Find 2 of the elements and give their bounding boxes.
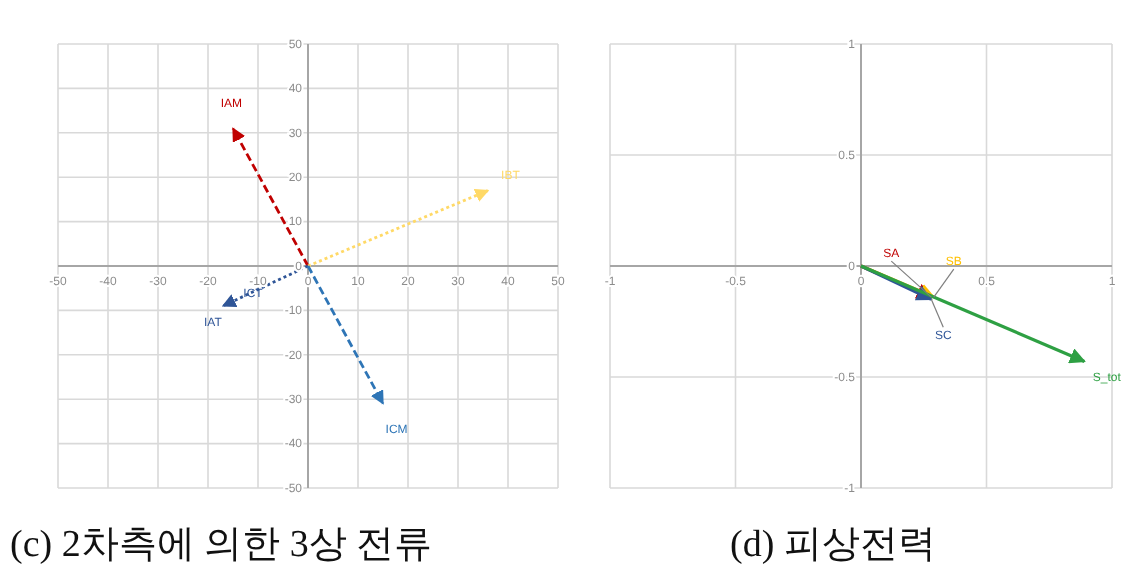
text: (c) 2차측에 의한 3상 전류 bbox=[10, 524, 433, 566]
text: (d) 피상전력 bbox=[730, 524, 936, 566]
